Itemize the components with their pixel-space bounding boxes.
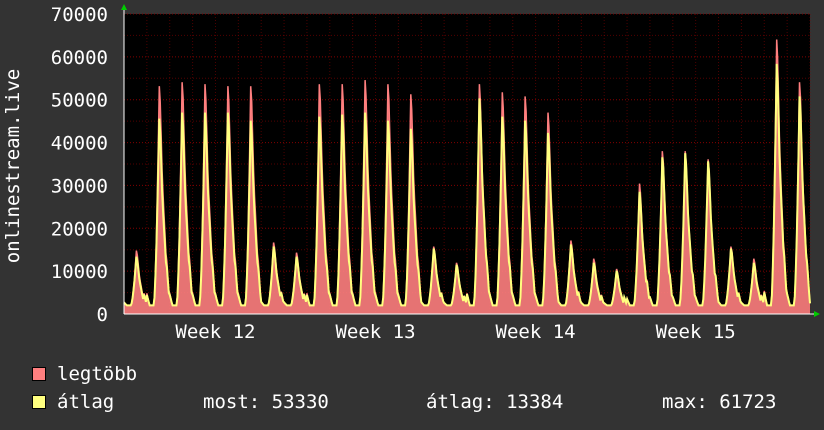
x-axis-arrow	[814, 311, 820, 317]
y-axis-arrow	[121, 4, 127, 10]
stat-maximum: max: 61723	[662, 391, 777, 413]
legend-swatch-avg	[32, 395, 46, 409]
y-tick-label: 20000	[51, 218, 108, 240]
stat-current: most: 53330	[203, 391, 329, 413]
legend-item-max: legtöbb	[32, 363, 137, 385]
x-tick-label: Week 12	[175, 321, 255, 343]
x-tick-label: Week 13	[335, 321, 415, 343]
y-tick-label: 70000	[51, 4, 108, 26]
y-tick-label: 10000	[51, 261, 108, 283]
x-tick-label: Week 15	[656, 321, 736, 343]
axes	[121, 4, 820, 317]
y-tick-label: 30000	[51, 175, 108, 197]
legend-item-avg: átlag	[32, 391, 114, 413]
x-tick-label: Week 14	[496, 321, 576, 343]
y-tick-label: 60000	[51, 47, 108, 69]
y-tick-label: 50000	[51, 90, 108, 112]
series-avg-line	[123, 63, 811, 307]
stat-average: átlag: 13384	[426, 391, 564, 413]
y-axis-title: onlinestream.live	[2, 69, 24, 263]
tick-labels: 0 10000 20000 30000 40000 50000 60000 70000 Week…	[51, 4, 736, 343]
legend-label-max: legtöbb	[57, 363, 138, 385]
legend-label-avg: átlag	[57, 391, 115, 413]
series-layer	[123, 39, 811, 314]
y-tick-label: 0	[97, 304, 108, 326]
legend-swatch-max	[32, 367, 46, 381]
y-tick-label: 40000	[51, 133, 108, 155]
